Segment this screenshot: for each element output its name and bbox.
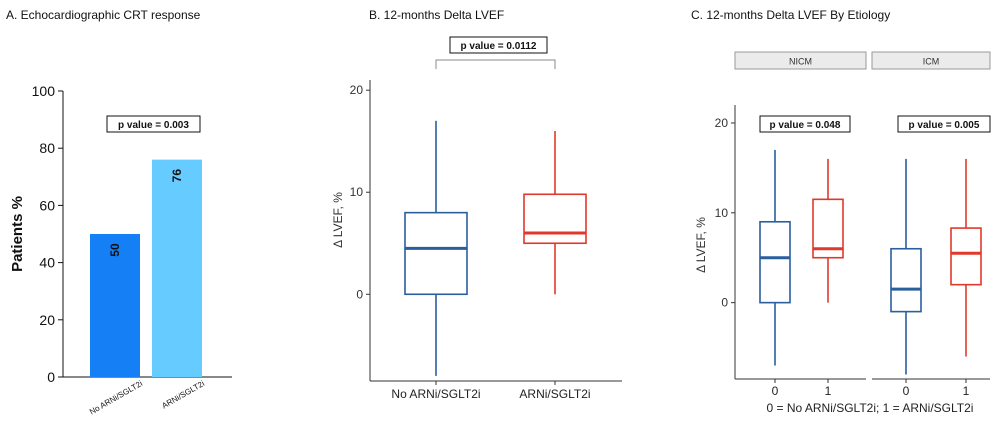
chart-c-strip-nicm	[734, 51, 867, 70]
chart-c-y-tick-label: 10	[715, 206, 729, 220]
chart-b-treatment-box	[523, 193, 587, 245]
chart-c-y-axis-label: Δ LVEF, %	[694, 217, 708, 273]
chart-c-icm-treatment-box	[950, 227, 982, 286]
chart-a-y-tick-label: 0	[47, 369, 55, 385]
chart-a-pvalue-box	[106, 115, 201, 133]
chart-c-icm-control-box	[890, 247, 922, 313]
chart-b-y-tick-label: 10	[350, 185, 364, 199]
chart-b-control-box	[404, 211, 468, 296]
chart-c-y-tick-label: 20	[715, 116, 729, 130]
chart-b-title: B. 12-months Delta LVEF	[369, 8, 505, 22]
chart-a-y-tick-label: 40	[39, 255, 55, 271]
chart-c-y-tick-label: 0	[721, 296, 728, 310]
chart-a-data-label: 50	[108, 243, 122, 257]
chart-a-y-tick-label: 100	[32, 83, 56, 99]
chart-c-x-axis-label: 0 = No ARNi/SGLT2i; 1 = ARNi/SGLT2i	[767, 401, 974, 415]
chart-c-pvalue-annotation-icm: p value = 0.005	[897, 115, 991, 133]
chart-b-pvalue-box	[449, 36, 548, 54]
chart-a-y-tick-label: 80	[39, 140, 55, 156]
chart-a-y-axis-label: Patients %	[9, 196, 26, 272]
chart-a-pvalue-text: p value = 0.003	[118, 120, 189, 131]
chart-c-x-tick-label: 0	[903, 384, 910, 398]
chart-a-bar	[90, 234, 140, 377]
chart-c-strip-label-nicm: NICM	[789, 57, 812, 67]
chart-c-nicm-control-box	[759, 220, 791, 304]
chart-a-y-tick-label: 60	[39, 197, 55, 213]
chart-c-strip-label-icm: ICM	[923, 57, 940, 67]
chart-b-y-tick-label: 20	[350, 83, 364, 97]
chart-b-x-tick-label: No ARNi/SGLT2i	[391, 387, 480, 401]
chart-a-bar	[152, 159, 202, 377]
chart-c-x-tick-label: 1	[963, 384, 970, 398]
chart-a-data-label: 76	[170, 169, 184, 183]
chart-b-pvalue-annotation: p value = 0.0112	[449, 36, 548, 54]
chart-a-y-tick-label: 20	[39, 312, 55, 328]
chart-a-pvalue-annotation: p value = 0.003	[106, 115, 201, 133]
chart-c-pvalue-box	[897, 115, 991, 133]
chart-b-x-tick-label: ARNi/SGLT2i	[519, 387, 590, 401]
chart-c-title: C. 12-months Delta LVEF By Etiology	[691, 8, 891, 22]
chart-c-strip-icm	[871, 51, 991, 70]
chart-b-pvalue-text: p value = 0.0112	[461, 41, 537, 52]
chart-b-significance-bracket	[435, 59, 556, 69]
chart-c-pvalue-box	[759, 115, 851, 133]
chart-b-y-tick-label: 0	[356, 287, 363, 301]
chart-c-x-tick-label: 1	[825, 384, 832, 398]
chart-a-title: A. Echocardiographic CRT response	[6, 8, 201, 22]
chart-c-x-tick-label: 0	[772, 384, 779, 398]
chart-c-pvalue-annotation-nicm: p value = 0.048	[759, 115, 851, 133]
chart-c-pvalue-text: p value = 0.005	[909, 120, 980, 131]
chart-c-pvalue-text: p value = 0.048	[770, 120, 841, 131]
chart-b-y-axis-label: Δ LVEF, %	[331, 192, 345, 248]
